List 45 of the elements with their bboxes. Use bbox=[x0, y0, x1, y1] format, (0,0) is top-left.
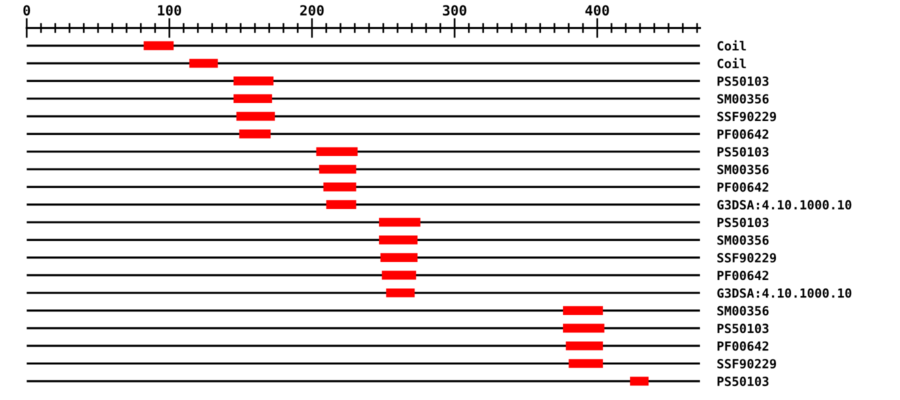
bar bbox=[236, 112, 275, 121]
y-tick-label: SM00356 bbox=[717, 94, 769, 104]
y-tick-label: Coil bbox=[718, 58, 746, 68]
bar bbox=[386, 288, 415, 298]
bar bbox=[323, 182, 356, 192]
y-tick-label: Coil bbox=[718, 40, 746, 51]
bar bbox=[239, 130, 271, 138]
bar bbox=[568, 359, 603, 368]
bar bbox=[234, 76, 274, 86]
y-tick-label: PF00642 bbox=[718, 270, 768, 280]
y-tick-label: SM00356 bbox=[717, 164, 769, 174]
bar bbox=[144, 41, 174, 50]
bar bbox=[379, 235, 418, 244]
bar bbox=[630, 376, 649, 386]
x-tick-label: 100 bbox=[158, 5, 182, 16]
y-tick-label: SM00356 bbox=[717, 235, 769, 245]
y-tick-label: SSF90229 bbox=[717, 112, 776, 122]
bar bbox=[382, 270, 416, 280]
x-tick-label: 300 bbox=[442, 5, 466, 16]
y-tick-label: G3DSA:4.10.1000.10 bbox=[717, 200, 852, 210]
bar bbox=[379, 218, 420, 227]
y-tick-label: PS50103 bbox=[718, 76, 768, 86]
y-tick-label: PF00642 bbox=[718, 129, 768, 139]
bar bbox=[316, 147, 358, 156]
y-tick-label: G3DSA:4.10.1000.10 bbox=[717, 288, 852, 298]
y-tick-label: PS50103 bbox=[718, 376, 768, 386]
y-tick-label: PF00642 bbox=[718, 341, 768, 351]
bar bbox=[326, 200, 356, 209]
bar bbox=[189, 58, 218, 68]
bar bbox=[566, 341, 603, 350]
x-tick-label: 200 bbox=[300, 5, 324, 16]
bar bbox=[563, 324, 604, 333]
y-tick-label: PS50103 bbox=[718, 218, 768, 228]
bar bbox=[380, 253, 418, 262]
x-tick-label: 0 bbox=[23, 5, 30, 16]
y-tick-label: SSF90229 bbox=[717, 358, 776, 368]
bar bbox=[234, 94, 272, 104]
bar bbox=[319, 164, 356, 174]
y-tick-label: SSF90229 bbox=[717, 253, 776, 263]
y-tick-label: PF00642 bbox=[718, 182, 768, 192]
x-tick-label: 400 bbox=[585, 5, 609, 16]
y-tick-label: PS50103 bbox=[718, 147, 768, 157]
bar bbox=[563, 306, 603, 315]
y-tick-label: SM00356 bbox=[717, 306, 769, 316]
y-tick-label: PS50103 bbox=[718, 324, 768, 334]
